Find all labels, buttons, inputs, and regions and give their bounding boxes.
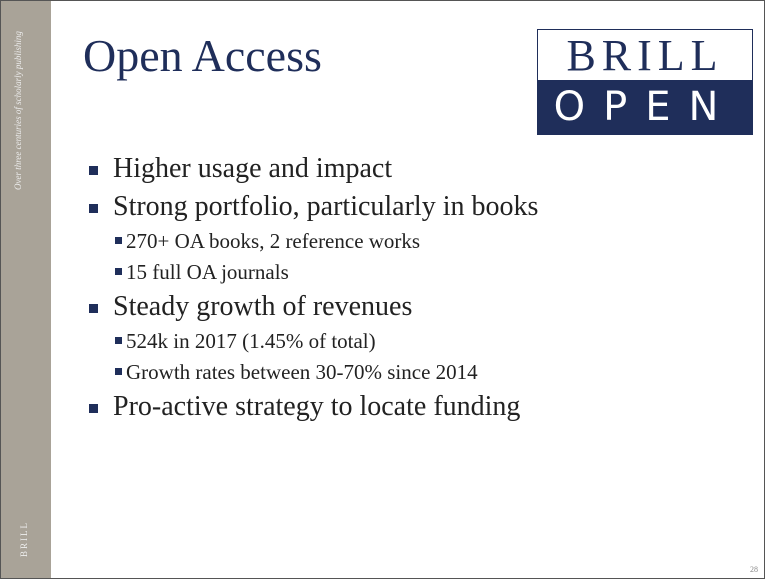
bullet: Higher usage and impact xyxy=(89,153,759,185)
bullet: Pro-active strategy to locate funding xyxy=(89,391,759,423)
sub-bullet: Growth rates between 30-70% since 2014 xyxy=(115,360,759,385)
bullet: Strong portfolio, particularly in books xyxy=(89,191,759,223)
logo: BRILL OPEN xyxy=(537,29,753,135)
page-number: 28 xyxy=(750,565,758,574)
sub-bullet: 15 full OA journals xyxy=(115,260,759,285)
logo-bottom: OPEN xyxy=(538,80,752,134)
title: Open Access xyxy=(83,30,322,81)
tagline: Over three centuries of scholarly publis… xyxy=(13,31,23,190)
brand: BRILL xyxy=(19,521,29,557)
bullet-list: Higher usage and impact Strong portfolio,… xyxy=(89,147,759,427)
sub-bullet: 270+ OA books, 2 reference works xyxy=(115,229,759,254)
bullet: Steady growth of revenues xyxy=(89,291,759,323)
sidebar: Over three centuries of scholarly publis… xyxy=(1,1,51,578)
sub-bullet: 524k in 2017 (1.45% of total) xyxy=(115,329,759,354)
logo-top: BRILL xyxy=(566,31,724,80)
